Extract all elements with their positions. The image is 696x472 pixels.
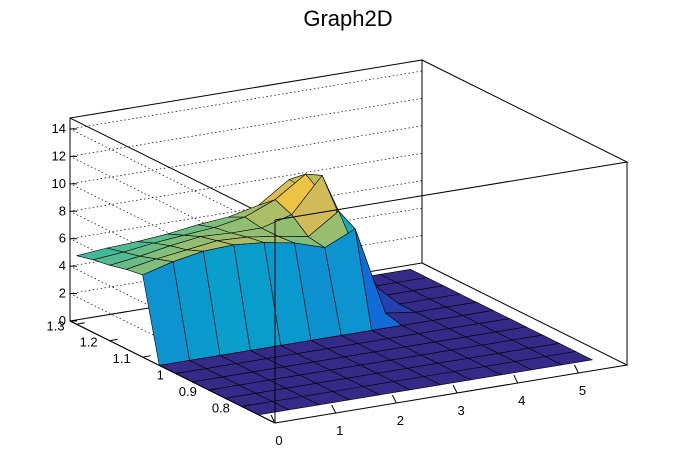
z-tick-label: 0	[59, 313, 66, 328]
x-tick-label: 2	[397, 413, 404, 428]
surface-mesh	[76, 173, 594, 416]
y-tick	[208, 388, 217, 391]
x-tick	[391, 394, 397, 404]
y-tick	[142, 355, 151, 358]
box-front-edges	[274, 59, 629, 424]
x-tick	[513, 374, 519, 384]
z-tick-label: 2	[59, 286, 66, 301]
z-tick-label: 4	[59, 258, 66, 273]
x-tick	[574, 364, 579, 374]
box-top-front	[274, 59, 629, 221]
y-tick-label: 1	[157, 368, 164, 383]
y-tick-label: 1.2	[80, 335, 98, 350]
y-tick	[109, 338, 118, 342]
y-tick-label: 1.1	[113, 351, 131, 366]
x-tick-label: 5	[579, 383, 586, 398]
y-tick-label: 0.8	[212, 401, 230, 416]
y-tick-label: 1.3	[47, 318, 65, 333]
z-tick-label: 14	[52, 121, 66, 136]
surface-cell	[544, 351, 594, 366]
y-tick	[175, 371, 184, 375]
y-axis-line	[69, 320, 276, 424]
x-tick-label: 4	[518, 393, 525, 408]
x-tick	[270, 414, 276, 424]
y-tick-label: 0.9	[179, 384, 197, 399]
z-tick-label: 6	[59, 231, 66, 246]
grid-line-z	[68, 70, 423, 232]
x-tick-label: 3	[457, 403, 464, 418]
z-tick-label: 10	[52, 176, 66, 191]
x-tick-label: 0	[275, 433, 282, 448]
z-tick-label: 12	[52, 148, 66, 163]
x-tick	[331, 404, 337, 414]
chart-title: Graph2D	[303, 6, 393, 31]
z-tick-label: 8	[59, 203, 66, 218]
x-tick	[452, 384, 458, 394]
y-tick	[76, 322, 85, 325]
y-tick	[241, 404, 251, 408]
x-tick-label: 1	[336, 423, 343, 438]
